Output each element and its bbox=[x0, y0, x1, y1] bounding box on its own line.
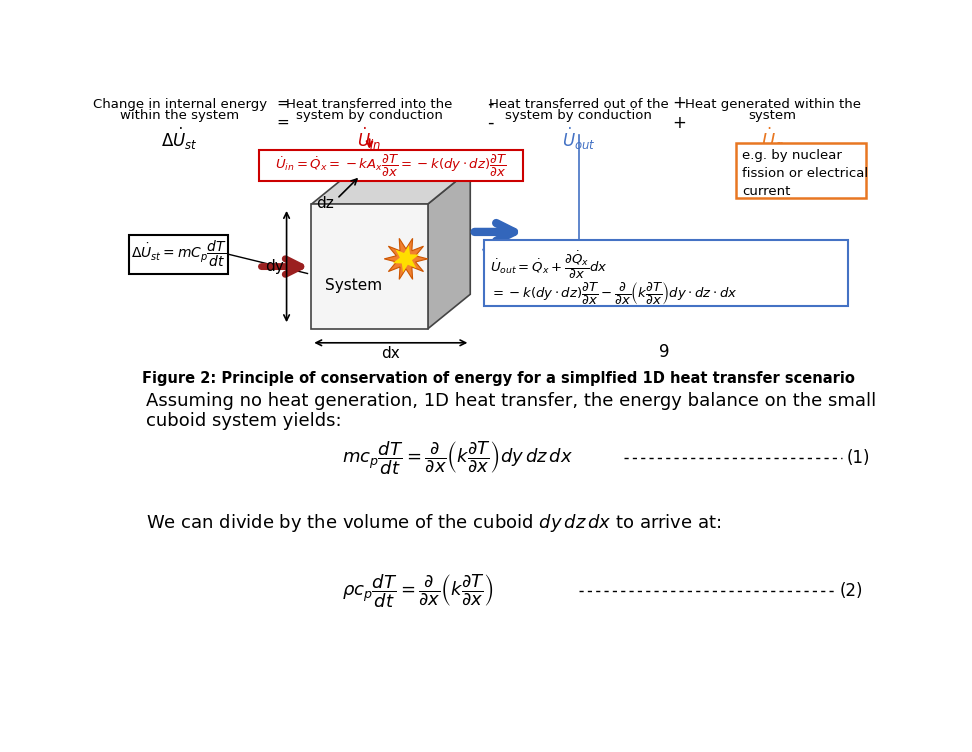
Text: $mc_p\dfrac{dT}{dt} = \dfrac{\partial}{\partial x}\left(k\dfrac{\partial T}{\par: $mc_p\dfrac{dT}{dt} = \dfrac{\partial}{\… bbox=[342, 439, 573, 477]
Text: Heat generated within the: Heat generated within the bbox=[684, 98, 860, 111]
Bar bbox=[260, 150, 523, 181]
Text: $\dot{U}_{in}$: $\dot{U}_{in}$ bbox=[358, 126, 382, 152]
Polygon shape bbox=[428, 169, 470, 329]
Text: Figure 2: Principle of conservation of energy for a simplfied 1D heat transfer s: Figure 2: Principle of conservation of e… bbox=[142, 371, 854, 387]
Text: Heat transferred into the: Heat transferred into the bbox=[287, 98, 453, 111]
Text: within the system: within the system bbox=[121, 109, 239, 122]
Text: dy: dy bbox=[264, 259, 284, 274]
Text: +: + bbox=[673, 114, 686, 132]
Text: =: = bbox=[276, 115, 289, 130]
Text: dx: dx bbox=[381, 346, 399, 361]
Text: $\dot{U}_{g}$: $\dot{U}_{g}$ bbox=[761, 126, 784, 155]
Text: dz: dz bbox=[316, 196, 333, 211]
Text: Assuming no heat generation, 1D heat transfer, the energy balance on the small: Assuming no heat generation, 1D heat tra… bbox=[147, 392, 877, 410]
Bar bbox=[484, 241, 849, 306]
Text: system by conduction: system by conduction bbox=[296, 109, 443, 122]
Text: (1): (1) bbox=[847, 449, 870, 467]
Polygon shape bbox=[311, 205, 428, 329]
Text: e.g. by nuclear
fission or electrical
current: e.g. by nuclear fission or electrical cu… bbox=[743, 149, 868, 198]
Text: $= -k(dy \cdot dz)\dfrac{\partial T}{\partial x} - \dfrac{\partial}{\partial x}\: $= -k(dy \cdot dz)\dfrac{\partial T}{\pa… bbox=[491, 280, 738, 308]
Text: (2): (2) bbox=[839, 582, 863, 600]
Polygon shape bbox=[393, 245, 419, 272]
Text: We can divide by the volume of the cuboid $dy\, dz\, dx$ to arrive at:: We can divide by the volume of the cuboi… bbox=[147, 512, 721, 534]
Polygon shape bbox=[311, 169, 470, 205]
Bar bbox=[736, 143, 866, 198]
Polygon shape bbox=[384, 238, 428, 280]
Text: =: = bbox=[276, 96, 289, 111]
Text: $\dot{U}_{out}$: $\dot{U}_{out}$ bbox=[562, 126, 596, 152]
Text: System: System bbox=[326, 278, 383, 293]
Text: -: - bbox=[487, 94, 494, 112]
Text: $\dot{U}_{in} = \dot{Q}_x = -kA_x\dfrac{\partial T}{\partial x} = -k(dy \cdot dz: $\dot{U}_{in} = \dot{Q}_x = -kA_x\dfrac{… bbox=[275, 153, 507, 179]
Text: $\dot{U}_{out} = \dot{Q}_x + \dfrac{\partial \dot{Q}_x}{\partial x}dx$: $\dot{U}_{out} = \dot{Q}_x + \dfrac{\par… bbox=[491, 250, 608, 281]
Text: 9: 9 bbox=[659, 343, 670, 361]
Text: +: + bbox=[673, 94, 686, 112]
Text: system: system bbox=[748, 109, 796, 122]
Text: $\Delta\dot{U}_{st} = mC_p\dfrac{dT}{dt}$: $\Delta\dot{U}_{st} = mC_p\dfrac{dT}{dt}… bbox=[131, 239, 226, 269]
Text: cuboid system yields:: cuboid system yields: bbox=[147, 412, 342, 430]
Text: $\rho c_p\dfrac{dT}{dt} = \dfrac{\partial}{\partial x}\left(k\dfrac{\partial T}{: $\rho c_p\dfrac{dT}{dt} = \dfrac{\partia… bbox=[342, 572, 494, 610]
Text: system by conduction: system by conduction bbox=[505, 109, 652, 122]
Text: -: - bbox=[487, 114, 494, 132]
Text: Heat transferred out of the: Heat transferred out of the bbox=[489, 98, 669, 111]
Text: Change in internal energy: Change in internal energy bbox=[92, 98, 266, 111]
Bar bbox=[129, 235, 228, 274]
Text: $\Delta\dot{U}_{st}$: $\Delta\dot{U}_{st}$ bbox=[161, 126, 198, 152]
